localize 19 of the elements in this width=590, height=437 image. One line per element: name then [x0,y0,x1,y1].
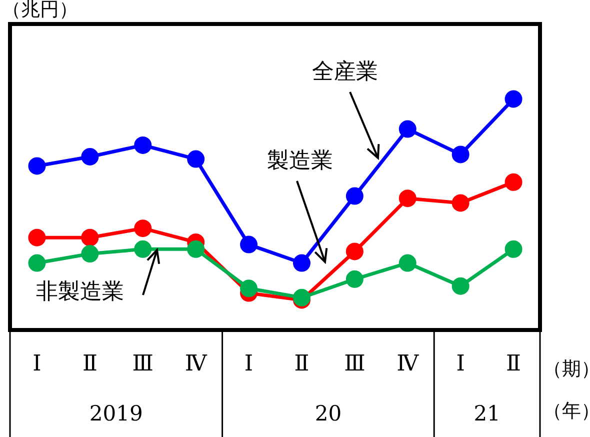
x-tick-label: Ⅰ [32,352,42,377]
x-tick-label: Ⅱ [294,352,310,377]
x-tick-label: Ⅱ [506,352,521,377]
text: 21 [474,401,500,426]
x-tick-label: Ⅳ [184,352,208,377]
text: 20 [314,401,342,426]
x-tick-label: Ⅲ [132,352,154,377]
text: （年） [543,400,590,422]
x-tick-label: Ⅳ [396,352,420,377]
x-tick-label: Ⅱ [82,352,98,377]
x-tick-label: Ⅰ [456,352,465,377]
x-tick-label: Ⅲ [344,352,366,377]
text: 製造業 [267,148,333,174]
text: 2019 [89,401,143,426]
y-axis-title: （兆円） [2,0,78,20]
series-label: 非製造業 [36,280,124,305]
text: 全産業 [312,60,378,85]
x-tick-label: Ⅰ [244,352,254,377]
x-axis-title: （期） [543,358,590,380]
